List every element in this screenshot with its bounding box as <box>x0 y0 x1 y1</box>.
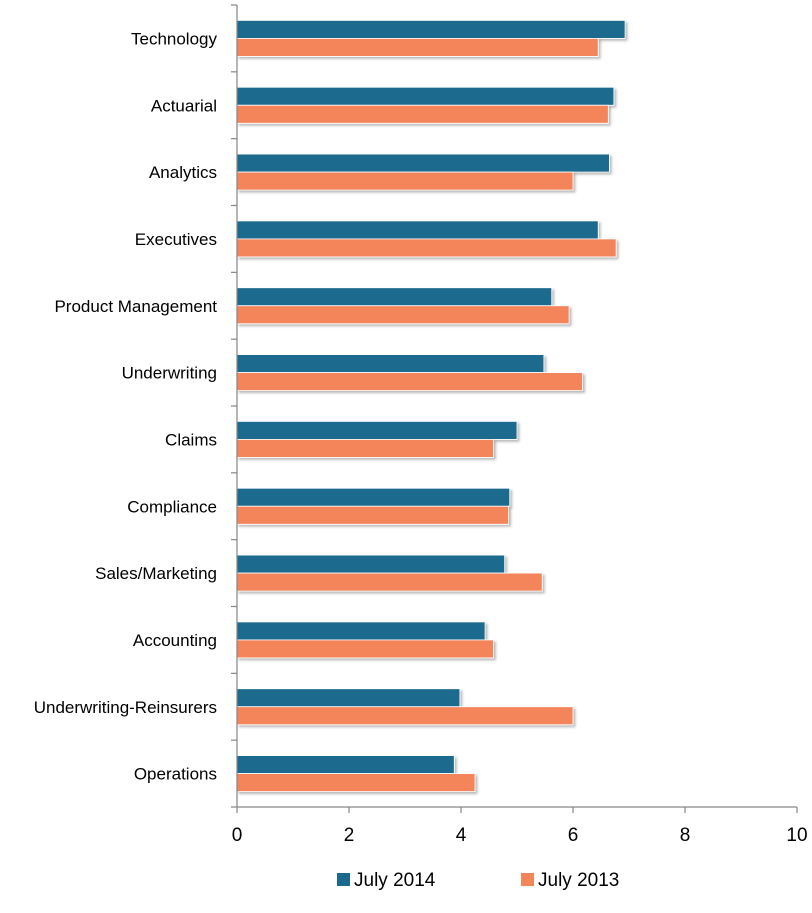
x-tick-label: 6 <box>568 825 579 846</box>
axes-layer <box>231 4 798 813</box>
bar-july-2014-technology <box>236 20 626 39</box>
bar-july-2013-sales-marketing <box>236 572 543 592</box>
category-label: Operations <box>134 765 217 784</box>
x-tick-label: 8 <box>680 825 691 846</box>
bar-july-2013-operations <box>236 773 476 792</box>
bar-july-2013-product-management <box>236 305 570 325</box>
category-label: Actuarial <box>151 96 217 115</box>
bar-july-2014-underwriting-reinsurers <box>236 688 461 708</box>
category-label: Analytics <box>149 163 217 182</box>
category-label: Technology <box>131 29 218 48</box>
bar-july-2014-sales-marketing <box>236 554 506 574</box>
legend-swatch-july-2013 <box>521 873 534 886</box>
category-label: Claims <box>165 430 217 449</box>
bar-july-2014-underwriting <box>236 354 545 373</box>
bar-july-2014-executives <box>236 220 599 240</box>
bars-layer <box>236 20 626 792</box>
bar-july-2014-actuarial <box>236 86 615 106</box>
bar-july-2014-operations <box>236 755 455 774</box>
bar-july-2013-actuarial <box>236 104 609 124</box>
x-tick-label: 2 <box>344 825 355 846</box>
bar-july-2013-underwriting <box>236 372 583 391</box>
legend-swatch-july-2014 <box>337 873 350 886</box>
legend-label-july-2013: July 2013 <box>538 870 619 891</box>
category-label: Sales/Marketing <box>95 564 217 583</box>
bar-july-2013-underwriting-reinsurers <box>236 706 574 726</box>
bar-july-2013-claims <box>236 439 494 458</box>
legend: July 2014 July 2013 <box>337 870 619 891</box>
legend-label-july-2014: July 2014 <box>354 870 436 891</box>
bar-july-2013-technology <box>236 38 599 57</box>
bar-july-2013-analytics <box>236 171 574 191</box>
bar-july-2013-executives <box>236 238 617 258</box>
bar-july-2013-compliance <box>236 505 510 525</box>
x-tick-label: 10 <box>786 825 807 846</box>
bar-july-2014-accounting <box>236 621 486 641</box>
category-label: Accounting <box>133 631 217 650</box>
x-tick-label: 0 <box>232 825 243 846</box>
category-label: Underwriting <box>122 364 217 383</box>
labels-layer: Technology Actuarial Analytics Executives Pr… <box>34 29 808 846</box>
bar-july-2014-compliance <box>236 487 511 507</box>
x-tick-label: 4 <box>456 825 467 846</box>
bar-july-2013-accounting <box>236 639 494 659</box>
category-label: Underwriting-Reinsurers <box>34 698 217 717</box>
category-label: Compliance <box>127 497 217 516</box>
category-label: Product Management <box>54 297 217 316</box>
category-label: Executives <box>135 230 217 249</box>
bar-july-2014-claims <box>236 421 518 440</box>
bar-july-2014-analytics <box>236 153 610 173</box>
bar-july-2014-product-management <box>236 287 553 307</box>
